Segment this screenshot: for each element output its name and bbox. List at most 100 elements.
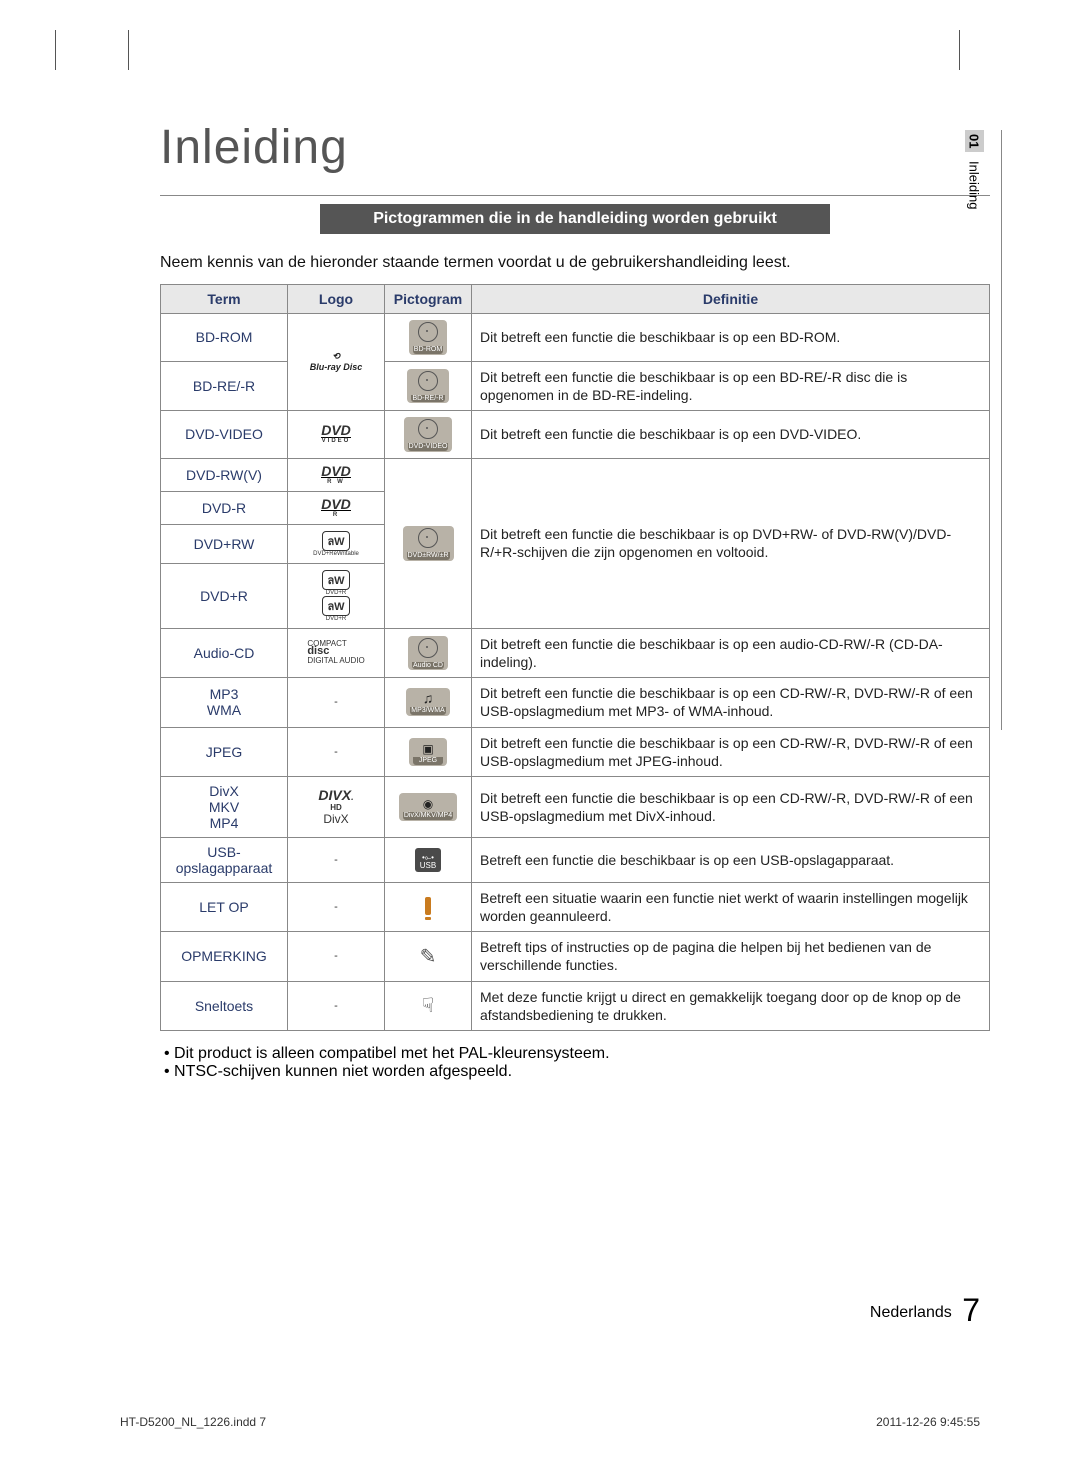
table-row: DivX MKV MP4 DIVX. HD DivX ◉DivX/MKV/MP4… — [161, 776, 990, 837]
cd-logo-icon: COMPACTdiscDIGITAL AUDIO — [307, 640, 364, 664]
hand-press-icon: ☟ — [422, 995, 434, 1017]
disc-icon: DVD±RW/±R — [403, 526, 454, 561]
photo-icon: ▣JPEG — [409, 738, 447, 766]
side-divider — [1001, 130, 1002, 730]
imprint-line: HT-D5200_NL_1226.indd 7 2011-12-26 9:45:… — [120, 1415, 980, 1429]
cell-term: JPEG — [161, 727, 288, 776]
cell-picto: DVD±RW/±R — [385, 458, 472, 628]
cell-term: DVD-R — [161, 491, 288, 524]
caution-icon — [425, 897, 431, 915]
cell-def: Dit betreft een functie die beschikbaar … — [472, 411, 990, 459]
cell-term: Sneltoets — [161, 981, 288, 1030]
th-picto: Pictogram — [385, 285, 472, 314]
cell-def: Dit betreft een functie die beschikbaar … — [472, 314, 990, 362]
list-item: Dit product is alleen compatibel met het… — [164, 1045, 990, 1063]
cell-picto: ✎ — [385, 932, 472, 981]
cell-picto — [385, 882, 472, 931]
cell-def: Dit betreft een functie die beschikbaar … — [472, 628, 990, 677]
table-row: BD-ROM ⟲Blu-ray Disc BD-ROM Dit betreft … — [161, 314, 990, 362]
cell-picto: ☟ — [385, 981, 472, 1030]
disc-icon: BD-RE/-R — [407, 369, 448, 404]
crop-mark — [55, 30, 76, 70]
cell-picto: ▣JPEG — [385, 727, 472, 776]
section-heading: Pictogrammen die in de handleiding worde… — [320, 204, 830, 234]
crop-mark — [939, 30, 960, 70]
footer-lang: Nederlands — [870, 1304, 952, 1321]
disc-icon: BD-ROM — [409, 320, 447, 355]
dvd-logo-icon: DVD — [321, 465, 351, 479]
table-row: JPEG - ▣JPEG Dit betreft een functie die… — [161, 727, 990, 776]
th-term: Term — [161, 285, 288, 314]
cell-logo: ลW DVD+ReWritable — [288, 524, 385, 563]
table-row: BD-RE/-R BD-RE/-R Dit betreft een functi… — [161, 361, 990, 410]
cell-logo: - — [288, 882, 385, 931]
table-row: OPMERKING - ✎ Betreft tips of instructie… — [161, 932, 990, 981]
cell-def: Dit betreft een functie die beschikbaar … — [472, 776, 990, 837]
cell-logo: COMPACTdiscDIGITAL AUDIO — [288, 628, 385, 677]
table-row: MP3 WMA - ♫MP3/WMA Dit betreft een funct… — [161, 678, 990, 727]
cell-picto: DVD-VIDEO — [385, 411, 472, 459]
divider — [160, 195, 990, 196]
page-number: 7 — [962, 1292, 980, 1328]
cell-logo: ⟲Blu-ray Disc — [288, 314, 385, 411]
imprint-timestamp: 2011-12-26 9:45:55 — [876, 1415, 980, 1429]
usb-icon: •⟜•USB — [415, 848, 441, 872]
cell-picto: BD-RE/-R — [385, 361, 472, 410]
cell-term: Audio-CD — [161, 628, 288, 677]
video-icon: ◉DivX/MKV/MP4 — [399, 793, 457, 821]
chapter-number: 01 — [965, 130, 984, 152]
cell-def: Betreft tips of instructies op de pagina… — [472, 932, 990, 981]
dvd-logo-sub: R W — [296, 479, 376, 485]
section-band-wrap: Pictogrammen die in de handleiding worde… — [160, 204, 990, 244]
cell-term: DivX MKV MP4 — [161, 776, 288, 837]
dvd-logo-icon: DVD — [321, 424, 351, 438]
cell-term: LET OP — [161, 882, 288, 931]
cell-term: MP3 WMA — [161, 678, 288, 727]
cell-term: OPMERKING — [161, 932, 288, 981]
dvd-logo-icon: DVD — [321, 498, 351, 512]
page: 01 Inleiding Inleiding Pictogrammen die … — [0, 0, 1080, 1479]
cell-term: DVD+R — [161, 563, 288, 628]
note-icon: ✎ — [420, 946, 437, 968]
cell-logo: DVD R — [288, 491, 385, 524]
cell-picto: •⟜•USB — [385, 837, 472, 882]
cell-term: USB- opslagapparaat — [161, 837, 288, 882]
pictogram-table: Term Logo Pictogram Definitie BD-ROM ⟲Bl… — [160, 284, 990, 1031]
cell-logo: - — [288, 678, 385, 727]
intro-paragraph: Neem kennis van de hieronder staande ter… — [160, 254, 990, 272]
cell-def: Dit betreft een functie die beschikbaar … — [472, 361, 990, 410]
disc-icon: DVD-VIDEO — [404, 417, 453, 452]
cell-term: BD-RE/-R — [161, 361, 288, 410]
cell-picto: Audio CD — [385, 628, 472, 677]
chapter-label: Inleiding — [965, 157, 984, 213]
table-row: USB- opslagapparaat - •⟜•USB Betreft een… — [161, 837, 990, 882]
table-row: DVD-RW(V) DVD R W DVD±RW/±R Dit betreft … — [161, 458, 990, 491]
side-tab: 01 Inleiding — [963, 130, 985, 217]
cell-logo: - — [288, 981, 385, 1030]
cell-def: Betreft een functie die beschikbaar is o… — [472, 837, 990, 882]
cell-term: DVD-RW(V) — [161, 458, 288, 491]
cell-picto: ◉DivX/MKV/MP4 — [385, 776, 472, 837]
cell-def: Dit betreft een functie die beschikbaar … — [472, 458, 990, 628]
table-row: DVD-VIDEO DVD VIDEO DVD-VIDEO Dit betref… — [161, 411, 990, 459]
dvd-logo-sub: VIDEO — [296, 438, 376, 444]
list-item: NTSC-schijven kunnen niet worden afgespe… — [164, 1063, 990, 1081]
disc-icon: Audio CD — [408, 636, 448, 671]
cell-def: Betreft een situatie waarin een functie … — [472, 882, 990, 931]
cell-term: DVD-VIDEO — [161, 411, 288, 459]
table-row: LET OP - Betreft een situatie waarin een… — [161, 882, 990, 931]
th-logo: Logo — [288, 285, 385, 314]
cell-logo: - — [288, 837, 385, 882]
rw-logo-icon: ลW — [322, 570, 349, 590]
cell-term: DVD+RW — [161, 524, 288, 563]
rw-logo-sub: DVD+ReWritable — [296, 551, 376, 557]
cell-def: Dit betreft een functie die beschikbaar … — [472, 678, 990, 727]
imprint-file: HT-D5200_NL_1226.indd 7 — [120, 1415, 266, 1429]
cell-logo: DVD VIDEO — [288, 411, 385, 459]
table-row: Audio-CD COMPACTdiscDIGITAL AUDIO Audio … — [161, 628, 990, 677]
cell-logo: DIVX. HD DivX — [288, 776, 385, 837]
cell-picto: BD-ROM — [385, 314, 472, 362]
cell-def: Dit betreft een functie die beschikbaar … — [472, 727, 990, 776]
table-row: Sneltoets - ☟ Met deze functie krijgt u … — [161, 981, 990, 1030]
cell-picto: ♫MP3/WMA — [385, 678, 472, 727]
